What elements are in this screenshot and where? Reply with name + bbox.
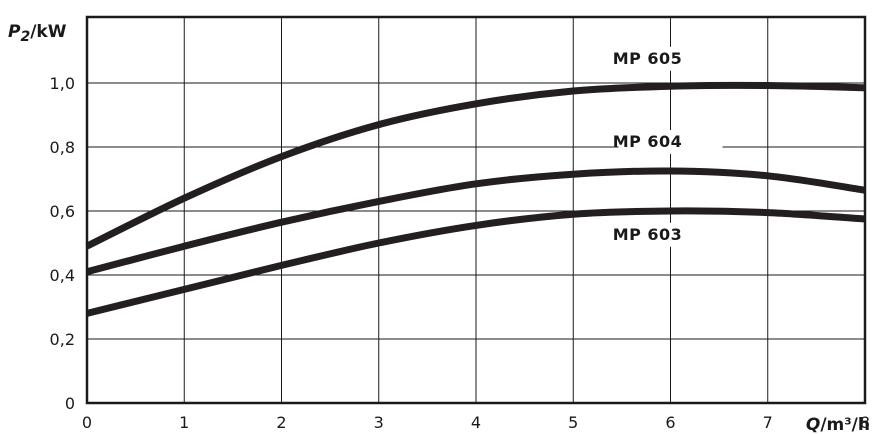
y-axis-tick-labels: 0 0,2 0,4 0,6 0,8 1,0 (50, 74, 75, 413)
x-tick-label: 5 (568, 413, 578, 432)
series-curves (85, 81, 866, 317)
series-label-background (618, 46, 723, 71)
plot-frame (85, 15, 867, 405)
series-curve-mp-603 (86, 207, 866, 317)
y-tick-label: 1,0 (50, 74, 75, 93)
series-curve-mp-605 (85, 81, 866, 250)
series-label-mp-605: MP 605 (613, 49, 683, 68)
x-axis-symbol: Q (806, 415, 820, 434)
x-tick-label: 0 (82, 413, 92, 432)
series-label-mp-604: MP 604 (613, 132, 683, 151)
series-label-mp-603: MP 603 (613, 225, 683, 244)
x-tick-label: 2 (276, 413, 286, 432)
y-axis-subscript: 2 (20, 29, 30, 45)
y-axis-title: P2/kW (8, 22, 67, 45)
x-tick-label: 3 (374, 413, 384, 432)
y-axis-unit: /kW (30, 22, 67, 42)
series-labels: MP 605 MP 604 MP 603 (613, 46, 723, 247)
x-axis-tick-labels: 0 1 2 3 4 5 6 7 8 (82, 413, 870, 432)
x-axis-unit: /m³/h (820, 415, 870, 434)
series-curve-mp-604 (86, 167, 866, 276)
y-tick-label: 0,6 (50, 202, 75, 221)
y-tick-label: 0,2 (50, 330, 75, 349)
y-tick-label: 0,8 (50, 138, 75, 157)
x-tick-label: 7 (763, 413, 773, 432)
y-tick-label: 0 (65, 394, 75, 413)
x-tick-label: 6 (665, 413, 675, 432)
x-tick-label: 1 (179, 413, 189, 432)
series-label-background (618, 222, 723, 247)
series-label-background (618, 130, 723, 154)
x-tick-label: 8 (860, 413, 870, 432)
y-axis-symbol: P (8, 22, 21, 42)
x-tick-label: 4 (471, 413, 481, 432)
y-tick-label: 0,4 (50, 266, 75, 285)
x-axis-title: Q/m³/h (806, 415, 870, 434)
